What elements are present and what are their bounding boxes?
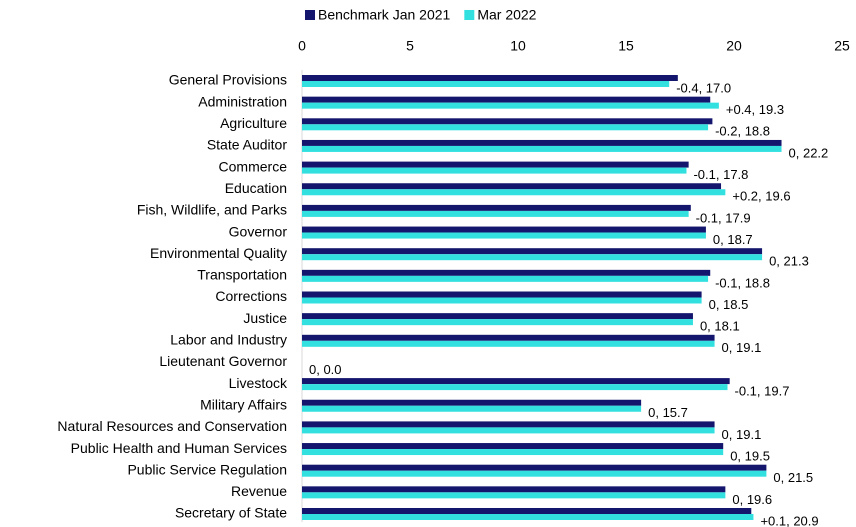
bar <box>302 210 689 217</box>
category-label: Secretary of State <box>175 505 287 521</box>
bar <box>302 384 728 391</box>
data-label: -0.1, 18.8 <box>715 275 770 290</box>
category-label: Public Service Regulation <box>127 461 287 477</box>
data-label: 0, 19.6 <box>732 492 772 507</box>
category-label: Military Affairs <box>200 396 287 412</box>
legend-swatch <box>305 10 315 20</box>
bar <box>302 118 713 125</box>
data-label: -0.1, 17.9 <box>696 210 751 225</box>
category-label: Public Health and Human Services <box>71 440 287 456</box>
data-label: +0.1, 20.9 <box>760 513 818 527</box>
bar <box>302 275 709 282</box>
data-label: +0.2, 19.6 <box>732 189 790 204</box>
bar <box>302 334 715 341</box>
category-label: Governor <box>229 223 288 239</box>
category-label: General Provisions <box>169 72 287 88</box>
bar <box>302 427 715 434</box>
bar <box>302 204 691 211</box>
bar <box>302 161 689 168</box>
bar <box>302 248 763 255</box>
bar <box>302 508 752 514</box>
data-label: -0.2, 18.8 <box>715 124 770 139</box>
data-label: -0.4, 17.0 <box>676 80 731 95</box>
x-tick-label: 15 <box>618 38 634 54</box>
category-label: Revenue <box>231 483 287 499</box>
data-label: 0, 18.5 <box>709 297 749 312</box>
x-tick-label: 0 <box>298 38 306 54</box>
bar <box>302 124 709 131</box>
bar <box>302 167 687 174</box>
bar <box>302 139 782 146</box>
category-label: Fish, Wildlife, and Parks <box>137 202 287 218</box>
bar <box>302 291 702 298</box>
data-label: 0, 15.7 <box>648 405 688 420</box>
data-label: 0, 18.1 <box>700 319 740 334</box>
bar <box>302 464 767 471</box>
data-label: +0.4, 19.3 <box>726 102 784 117</box>
category-label: Commerce <box>219 158 288 174</box>
legend-label: Benchmark Jan 2021 <box>318 7 451 23</box>
category-label: Transportation <box>197 267 287 283</box>
bar <box>302 470 767 477</box>
category-label: Lieutenant Governor <box>159 353 287 369</box>
legend-swatch <box>464 10 475 20</box>
bar <box>302 96 711 103</box>
bar <box>302 399 642 406</box>
category-label: Agriculture <box>220 115 287 131</box>
legend-label: Mar 2022 <box>477 7 536 23</box>
bar <box>302 319 693 326</box>
category-label: Environmental Quality <box>150 245 287 261</box>
bar <box>302 405 642 412</box>
category-label: Natural Resources and Conservation <box>57 418 287 434</box>
bar <box>302 313 693 320</box>
bar <box>302 492 726 499</box>
category-label: Labor and Industry <box>170 332 287 348</box>
data-label: 0, 19.1 <box>722 427 762 442</box>
data-label: 0, 18.7 <box>713 232 753 247</box>
bar <box>302 340 715 347</box>
data-label: 0, 21.3 <box>769 254 809 269</box>
data-label: -0.1, 17.8 <box>693 167 748 182</box>
data-label: 0, 21.5 <box>773 470 813 485</box>
category-label: State Auditor <box>207 137 288 153</box>
category-label: Administration <box>198 93 287 109</box>
category-label: Livestock <box>229 375 288 391</box>
bar <box>302 449 724 456</box>
bar <box>302 189 726 196</box>
x-tick-label: 10 <box>510 38 526 54</box>
category-label: Corrections <box>215 288 287 304</box>
category-label: Justice <box>243 310 287 326</box>
bar <box>302 297 702 304</box>
data-label: -0.1, 19.7 <box>735 384 790 399</box>
bar <box>302 514 754 520</box>
bar <box>302 254 763 261</box>
bar <box>302 421 715 428</box>
x-tick-label: 5 <box>406 38 414 54</box>
bar <box>302 183 722 190</box>
bar <box>302 486 726 493</box>
bar <box>302 378 730 385</box>
data-label: 0, 19.1 <box>722 340 762 355</box>
bar <box>302 81 670 87</box>
x-tick-label: 25 <box>834 38 850 54</box>
x-tick-label: 20 <box>726 38 742 54</box>
bar <box>302 443 724 450</box>
bar <box>302 102 719 109</box>
data-label: 0, 0.0 <box>309 362 342 377</box>
bar <box>302 75 678 81</box>
bar <box>302 269 711 276</box>
bar <box>302 232 706 239</box>
bar <box>302 226 706 233</box>
bar <box>302 145 782 152</box>
category-label: Education <box>225 180 287 196</box>
data-label: 0, 22.2 <box>789 145 829 160</box>
data-label: 0, 19.5 <box>730 448 770 463</box>
